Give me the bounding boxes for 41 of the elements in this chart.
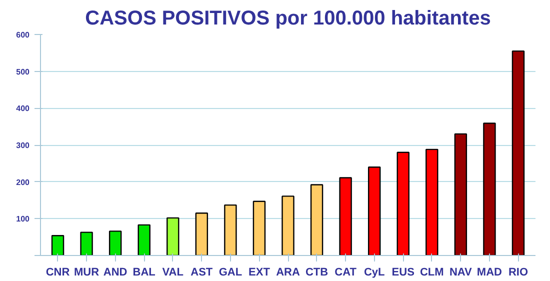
x-tick-label: NAV [449,266,473,278]
bar [282,196,294,256]
chart-title: CASOS POSITIVOS por 100.000 habitantes [85,8,491,30]
x-tick-label: EXT [248,266,270,278]
x-tick-label: ARA [276,266,300,278]
y-tick-label: 500 [16,67,30,76]
x-tick-label: MAD [476,266,502,278]
bar [252,200,266,256]
x-tick-label: AND [103,266,128,278]
bar [166,217,180,256]
x-tick-label: EUS [392,266,414,278]
x-tick-label: GAL [218,266,242,278]
bar [512,50,525,256]
x-tick-label: BAL [132,266,156,278]
x-tick-label: RIO [508,266,528,278]
bar [108,230,122,256]
y-tick-label: 200 [16,178,30,187]
x-tick-label: AST [190,266,213,278]
x-tick-label: MUR [74,266,100,278]
bar [339,177,352,256]
x-tick-label: CNR [46,266,70,278]
bar [483,122,496,256]
x-tick-label: CLM [420,266,444,278]
bar [310,184,324,256]
bar [426,148,438,256]
bar [51,235,64,256]
x-tick-label: CyL [364,266,386,278]
bar [368,166,381,256]
y-tick-label: 400 [16,104,30,114]
bar [80,232,93,256]
bar [195,212,208,256]
y-tick-label: 100 [16,214,30,224]
y-tick-label: 600 [16,30,30,40]
bar [224,204,237,256]
bar [454,133,468,256]
bar [396,152,410,256]
x-tick-label: VAL [162,266,184,278]
y-tick-label: 300 [16,141,30,150]
x-tick-label: CTB [305,266,328,278]
bar [138,224,150,256]
x-tick-label: CAT [334,266,357,278]
